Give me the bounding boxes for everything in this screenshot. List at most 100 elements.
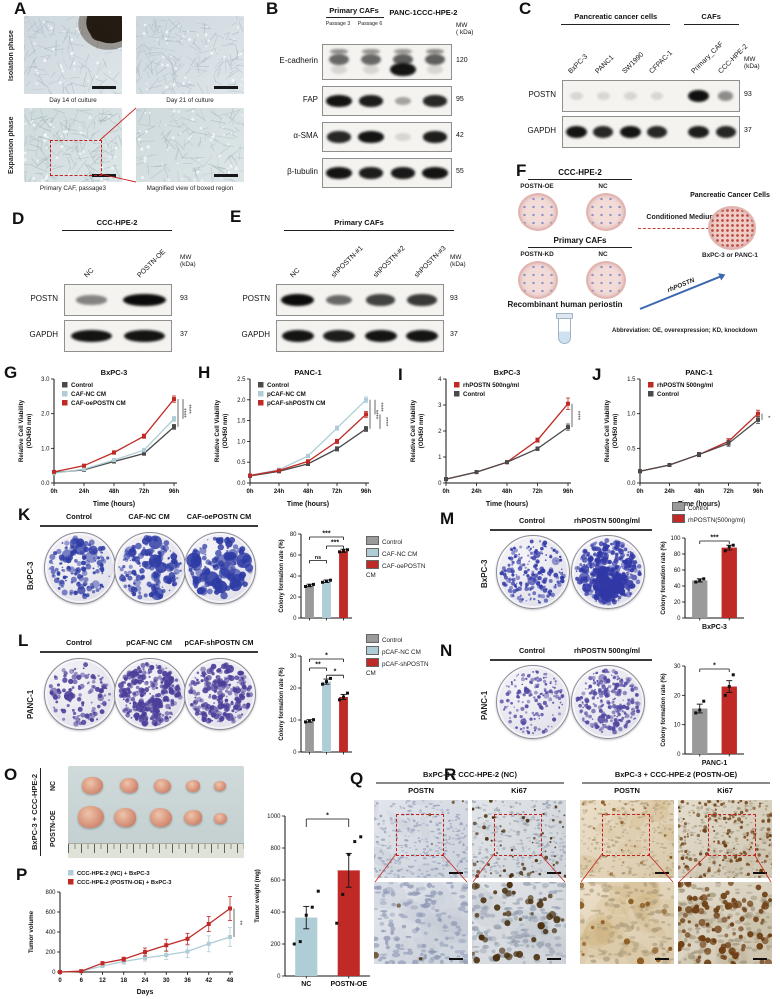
micrograph-magnified [136, 108, 244, 182]
panel-A: A Isolation phase Expansion phase Day 14… [0, 0, 256, 200]
colony-dots [186, 536, 254, 600]
svg-text:POSTN-OE: POSTN-OE [330, 981, 367, 988]
colony-dish-rhpostn [571, 535, 645, 609]
svg-text:Control: Control [71, 382, 93, 389]
svg-text:CAF-oePOSTN CM: CAF-oePOSTN CM [71, 400, 126, 407]
legend-item: Control [366, 536, 436, 548]
blot-strip [322, 44, 452, 80]
blot-band [715, 126, 736, 138]
blot-band [123, 329, 166, 343]
legend-item: CAF-NC CM [366, 547, 436, 560]
micrograph-day21 [136, 16, 244, 94]
legend-L: Control pCAF-NC CM pCAF-shPOSTN CM [366, 634, 436, 679]
svg-text:****: **** [372, 410, 378, 420]
svg-text:(OD450 nm): (OD450 nm) [26, 414, 33, 449]
panel-R: R BxPC-3 + CCC-HPE-2 (NC) BxPC-3 + CCC-H… [372, 766, 780, 999]
colony-dots [499, 539, 566, 604]
panel-K: K Control CAF-NC CM CAF-oePOSTN CM BxPC-… [0, 506, 436, 632]
svg-text:Days: Days [137, 989, 154, 996]
blot-group-header: Pancreatic cancer cells [574, 12, 658, 21]
line-chart-I: BxPC-3 0 1 2 3 4 0h 24h 48h 72h 96h Time (hours) Rel… [410, 368, 580, 508]
chart-L-colony: 0 10 20 30 Colony formation rate (%) * ** * [276, 644, 356, 760]
legend-K: Control CAF-NC CM CAF-oePOSTN CM [366, 536, 436, 581]
svg-text:6: 6 [80, 978, 84, 984]
panel-O: O BxPC-3 + CCC-HPE-2 NC POSTN-OE [0, 766, 252, 864]
svg-text:72h: 72h [332, 489, 343, 495]
blot-band [123, 293, 166, 307]
panel-F: F CCC-HPE-2 POSTN-OE NC Primary CAFs POS… [470, 160, 780, 366]
svg-text:(OD450 nm): (OD450 nm) [222, 414, 229, 449]
blot-band [427, 65, 443, 74]
svg-text:200: 200 [45, 950, 56, 956]
svg-text:800: 800 [45, 890, 56, 896]
svg-text:0: 0 [438, 481, 442, 487]
cell-line-label: BxPC-3 [480, 559, 489, 589]
svg-text:0: 0 [677, 752, 681, 758]
blot-target-label: POSTN [242, 294, 270, 303]
cell-line-label: PANC-1 [26, 689, 35, 719]
svg-text:Colony formation rate (%): Colony formation rate (%) [661, 673, 667, 746]
svg-text:pCAF-shPOSTN CM: pCAF-shPOSTN CM [267, 400, 325, 407]
svg-text:60: 60 [290, 553, 297, 559]
caption-day14: Day 14 of culture [49, 97, 97, 104]
tube-icon [556, 313, 573, 344]
panel-I: I BxPC-3 0 1 2 3 4 0h 24h 48h 72h 96h Time (hours) R… [394, 364, 586, 510]
chart-K-colony: 0 20 40 60 80 Colony formation rate (%) *** ***… [276, 522, 356, 626]
svg-text:BxPC-3: BxPC-3 [494, 368, 521, 377]
caption-primary-caf: Primary CAF, passage3 [39, 185, 107, 192]
lane-label: CFPAC-1 [648, 49, 675, 76]
colony-dish-caf-oepostn [184, 532, 256, 604]
svg-text:96h: 96h [563, 489, 574, 495]
svg-text:Tumor volume: Tumor volume [28, 910, 35, 953]
blot-strip [322, 122, 452, 152]
legend-swatch [366, 536, 379, 545]
blot-band [326, 95, 352, 107]
micrograph-texture [136, 108, 244, 182]
tumor-specimen [214, 812, 227, 824]
colony-dots [118, 662, 183, 727]
svg-text:*: * [325, 653, 328, 660]
header-ccchpe2: CCC-HPE-2 [96, 218, 138, 227]
blot-band [326, 294, 353, 306]
dish-label-control: Control [519, 516, 545, 525]
svg-text:Relative Cell Viability: Relative Cell Viability [410, 399, 417, 462]
tumor-specimen [82, 776, 103, 795]
tumor-specimen [120, 778, 138, 794]
colony-dots [575, 668, 641, 735]
svg-text:Relative Cell Viability: Relative Cell Viability [604, 399, 611, 462]
svg-text:0h: 0h [246, 489, 253, 495]
mw-value: 37 [180, 331, 188, 338]
panel-label-P: P [16, 865, 28, 884]
svg-text:PANC-1: PANC-1 [294, 368, 321, 377]
ihc-texture [678, 882, 772, 964]
legend-swatch [672, 502, 685, 511]
svg-text:80: 80 [290, 532, 297, 538]
colony-dots [499, 670, 565, 735]
chart-N-colony: 0 10 20 30 Colony formation rate (%) PANC-1 * [658, 654, 748, 770]
underline [528, 179, 632, 180]
caption-magnified: Magnified view of boxed region [146, 185, 234, 192]
lane-label-ccchpe2: CCC-HPE-2 [416, 8, 458, 17]
row-label-nc: NC [50, 780, 57, 792]
svg-text:0: 0 [293, 750, 297, 756]
legend-swatch [366, 657, 379, 667]
tumor-photo [68, 766, 244, 858]
svg-text:42: 42 [205, 978, 212, 984]
ihc-texture [580, 800, 674, 878]
ihc-group-header-nc: BxPC-3 + CCC-HPE-2 (NC) [423, 770, 517, 779]
blot-band [593, 126, 614, 138]
panel-label-N: N [440, 641, 453, 660]
blot-band [366, 294, 396, 306]
blot-target-label: POSTN [528, 90, 556, 99]
chart-J-viability: PANC-1 0.0 0.5 1.0 1.5 0h 24h 48h 72h 96h Time (ho… [602, 366, 774, 508]
divider [40, 525, 258, 527]
lane-label: SW1990 [621, 51, 646, 76]
blot-strip [276, 284, 444, 316]
blot-band [394, 97, 412, 105]
mw-header: MW (kDa) [744, 56, 760, 71]
svg-text:800: 800 [270, 846, 281, 852]
petri-dish-postn-kd [518, 261, 558, 299]
micrograph-primary-caf [24, 108, 122, 182]
mw-value: 37 [450, 331, 458, 338]
blot-band [327, 131, 351, 143]
